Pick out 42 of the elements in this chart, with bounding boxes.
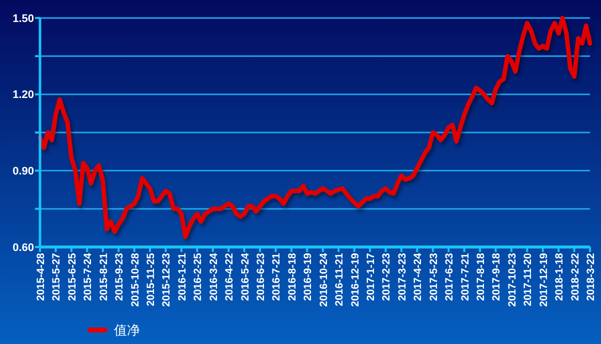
y-tick-label: 1.20 [12,89,34,102]
x-tick-label: 2016-6-23 [255,252,267,301]
x-tick-label: 2018-1-18 [554,252,566,301]
text: 0.60 [12,242,34,254]
x-tick-label: 2016-2-25 [192,252,204,301]
x-tick-label: 2017-5-23 [428,252,440,301]
x-tick-label: 2016-9-19 [302,252,314,301]
x-tick-label: 2015-5-27 [50,252,63,301]
line-series [38,16,592,240]
x-tick-label: 2016-7-21 [270,252,283,301]
x-tick-label: 2017-10-23 [506,252,518,307]
x-tick-label: 2015-8-21 [98,252,110,301]
x-tick-label: 2017-11-20 [522,252,534,306]
x-tick-label: 2015-10-28 [129,252,142,307]
x-tick-label: 2017-4-24 [412,252,424,301]
x-tick-label: 2018-2-22 [569,252,582,301]
x-tick-label: 2015-6-25 [66,252,78,301]
x-tick-label: 2016-4-22 [224,252,236,301]
x-tick-label: 2017-1-17 [365,252,377,301]
x-tick-label: 2017-12-19 [538,252,550,307]
x-tick-label: 2017-7-21 [459,252,472,301]
x-tick-label: 2016-1-21 [176,252,188,301]
x-tick-label: 2016-3-24 [208,252,220,301]
x-tick-label: 2017-9-18 [490,252,503,301]
x-tick-label: 2015-4-28 [35,252,47,301]
y-tick-label: 1.50 [12,12,34,25]
x-tick-label: 2015-11-25 [145,252,157,306]
legend-label: 值净 [114,322,140,338]
x-tick-label: 2015-9-23 [114,252,126,301]
x-tick-label: 2015-7-24 [82,252,94,301]
x-tick-label: 2016-8-18 [286,252,298,301]
x-tick-label: 2016-12-19 [349,252,362,307]
x-tick-label: 2017-2-23 [380,252,393,301]
x-tick-label: 2017-3-23 [396,252,408,301]
x-tick-label: 2016-10-24 [318,252,330,307]
x-tick-label: 2015-12-23 [160,252,173,307]
x-tick-label: 2017-6-23 [444,252,456,301]
x-tick-label: 2016-5-24 [239,252,252,301]
x-tick-label: 2017-8-18 [475,252,487,301]
x-tick-label: 2018-3-22 [585,252,597,301]
y-tick-label: 0.90 [12,166,34,178]
x-tick-label: 2016-11-21 [334,252,346,306]
